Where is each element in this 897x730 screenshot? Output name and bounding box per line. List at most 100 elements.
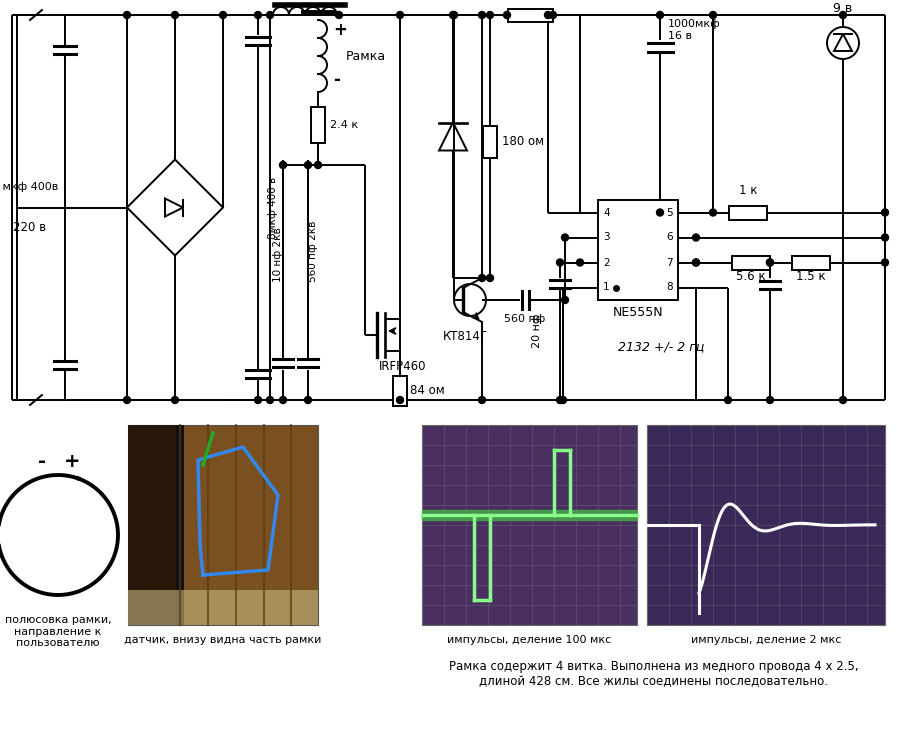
Circle shape <box>478 12 485 18</box>
Text: 4: 4 <box>603 207 610 218</box>
Text: импульсы, деление 2 мкс: импульсы, деление 2 мкс <box>691 635 841 645</box>
Circle shape <box>882 234 889 241</box>
Bar <box>176 425 184 625</box>
Bar <box>598 200 678 300</box>
Bar <box>393 376 407 406</box>
Circle shape <box>280 396 286 404</box>
Text: 560 пф 2кв: 560 пф 2кв <box>308 220 318 282</box>
Text: Рамка: Рамка <box>346 50 386 63</box>
Bar <box>128 425 180 625</box>
Text: +: + <box>64 452 80 471</box>
Circle shape <box>840 396 847 404</box>
Circle shape <box>315 161 321 169</box>
Circle shape <box>710 209 717 216</box>
Text: NE555N: NE555N <box>613 306 663 319</box>
Circle shape <box>692 259 700 266</box>
Circle shape <box>266 396 274 404</box>
Circle shape <box>503 12 510 18</box>
Bar <box>422 425 637 625</box>
Circle shape <box>577 259 584 266</box>
Circle shape <box>556 259 563 266</box>
Text: 2132 +/- 2 гц: 2132 +/- 2 гц <box>618 340 704 353</box>
Circle shape <box>396 12 404 18</box>
Bar <box>483 126 497 158</box>
Text: 180 ом: 180 ом <box>502 135 544 148</box>
Circle shape <box>882 259 889 266</box>
Text: -: - <box>38 452 46 471</box>
Circle shape <box>556 396 563 404</box>
Text: -: - <box>333 71 340 89</box>
Bar <box>128 590 318 625</box>
Text: 9 в: 9 в <box>833 2 853 15</box>
Text: 20 нф: 20 нф <box>532 314 542 348</box>
Text: 8: 8 <box>666 283 673 293</box>
Text: 7: 7 <box>666 258 673 267</box>
Circle shape <box>562 234 569 241</box>
Circle shape <box>692 259 700 266</box>
Circle shape <box>882 209 889 216</box>
Circle shape <box>486 12 493 18</box>
Bar <box>792 255 830 269</box>
Text: 560 пф: 560 пф <box>504 314 545 324</box>
Text: КТ814Г: КТ814Г <box>442 330 487 343</box>
Text: импульсы, деление 100 мкс: импульсы, деление 100 мкс <box>448 635 612 645</box>
Text: 250 - 270 в: 250 - 270 в <box>201 0 268 2</box>
Circle shape <box>767 396 773 404</box>
Circle shape <box>562 296 569 304</box>
Circle shape <box>255 12 262 18</box>
Circle shape <box>124 12 130 18</box>
Bar <box>647 425 885 625</box>
Circle shape <box>280 161 286 169</box>
Text: полюсовка рамки,
направление к
пользователю: полюсовка рамки, направление к пользоват… <box>4 615 111 648</box>
Text: датчик, внизу видна часть рамки: датчик, внизу видна часть рамки <box>125 635 322 645</box>
Circle shape <box>692 234 700 241</box>
Bar <box>732 255 770 269</box>
Bar <box>508 9 553 21</box>
Text: 2: 2 <box>603 258 610 267</box>
Text: 1 мкф 400в: 1 мкф 400в <box>0 182 58 193</box>
Text: 1: 1 <box>603 283 610 293</box>
Circle shape <box>767 259 773 266</box>
Text: 2.4 к: 2.4 к <box>330 120 358 130</box>
Text: 5.6 к: 5.6 к <box>736 271 766 283</box>
Circle shape <box>657 12 664 18</box>
Circle shape <box>486 274 493 282</box>
Bar <box>311 107 325 143</box>
Circle shape <box>767 259 773 266</box>
Circle shape <box>560 396 567 404</box>
Text: 220 в: 220 в <box>13 221 47 234</box>
Text: Рамка содержит 4 витка. Выполнена из медного провода 4 х 2.5,
длиной 428 см. Все: Рамка содержит 4 витка. Выполнена из мед… <box>448 660 858 688</box>
Circle shape <box>657 209 664 216</box>
Circle shape <box>478 274 485 282</box>
Text: 1 к: 1 к <box>739 185 757 198</box>
Text: 1.5 к: 1.5 к <box>797 271 826 283</box>
Text: 10 нф 2кв: 10 нф 2кв <box>273 227 283 282</box>
Circle shape <box>725 396 731 404</box>
Text: IRFP460: IRFP460 <box>379 360 427 373</box>
Circle shape <box>544 12 552 18</box>
Circle shape <box>335 12 343 18</box>
Text: 3: 3 <box>603 232 610 242</box>
Circle shape <box>220 12 227 18</box>
Circle shape <box>171 396 179 404</box>
Text: 84 ом: 84 ом <box>410 385 445 398</box>
Circle shape <box>266 12 274 18</box>
Text: 8мкф 400 в: 8мкф 400 в <box>268 177 278 239</box>
Bar <box>729 206 767 220</box>
Circle shape <box>449 12 457 18</box>
Bar <box>128 425 318 625</box>
Circle shape <box>304 161 311 169</box>
Circle shape <box>304 396 311 404</box>
Text: 1000мкф
16 в: 1000мкф 16 в <box>668 19 720 41</box>
Circle shape <box>171 12 179 18</box>
Text: 6: 6 <box>666 232 673 242</box>
Text: +: + <box>333 21 347 39</box>
Circle shape <box>550 12 556 18</box>
Circle shape <box>450 12 457 18</box>
Text: 5: 5 <box>666 207 673 218</box>
Circle shape <box>255 396 262 404</box>
Circle shape <box>478 396 485 404</box>
Circle shape <box>710 12 717 18</box>
Circle shape <box>124 396 130 404</box>
Circle shape <box>840 12 847 18</box>
